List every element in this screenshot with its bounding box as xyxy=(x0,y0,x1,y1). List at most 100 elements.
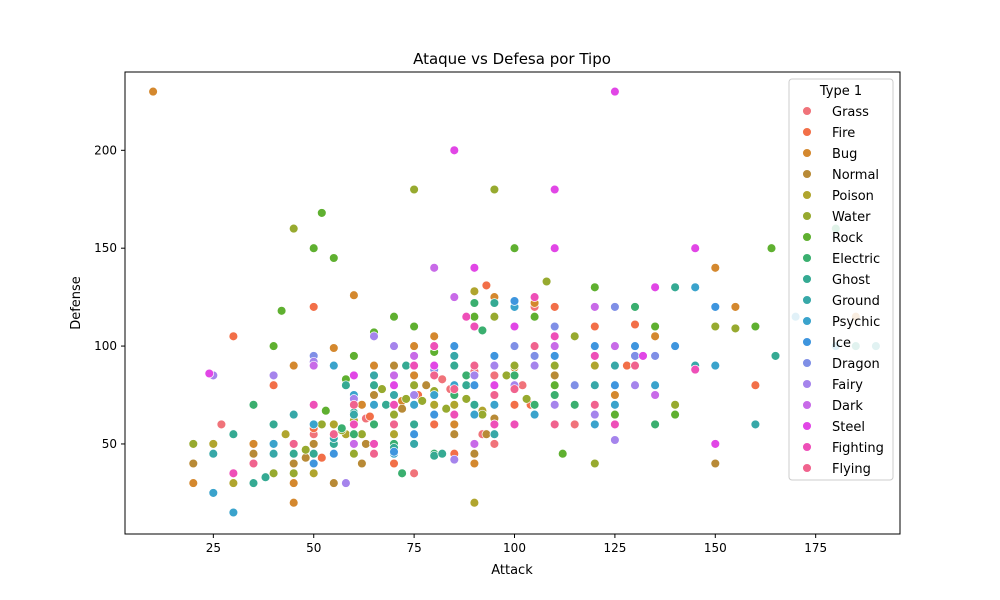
data-point-steel xyxy=(429,360,439,371)
data-point-rock xyxy=(529,311,540,322)
data-point-psychic xyxy=(469,409,480,420)
legend-label-fighting: Fighting xyxy=(832,441,884,456)
data-point-water xyxy=(349,448,359,459)
data-point-water xyxy=(461,394,472,404)
data-point-rock xyxy=(469,311,480,322)
data-point-rock xyxy=(321,405,331,416)
data-point-grass xyxy=(489,370,500,381)
data-point-ground xyxy=(489,429,500,439)
data-point-psychic xyxy=(429,390,439,400)
x-tick-label: 50 xyxy=(306,541,321,555)
legend-label-fire: Fire xyxy=(832,126,855,141)
data-point-water xyxy=(300,445,311,455)
data-point-water xyxy=(401,394,411,404)
legend-marker-dark xyxy=(802,400,812,410)
data-point-rock xyxy=(650,321,660,332)
legend-marker-bug xyxy=(802,148,812,158)
legend-marker-ghost xyxy=(802,274,812,284)
data-point-grass xyxy=(409,468,419,479)
data-point-normal xyxy=(361,439,371,449)
data-point-fighting xyxy=(449,409,460,420)
data-point-bug xyxy=(610,390,620,400)
data-point-fairy xyxy=(409,390,419,400)
data-point-fighting xyxy=(690,364,700,375)
data-point-ice xyxy=(489,351,500,361)
data-point-fighting xyxy=(369,439,379,449)
data-point-steel xyxy=(549,184,560,195)
data-point-psychic xyxy=(228,507,239,518)
data-point-normal xyxy=(389,360,399,371)
legend-label-rock: Rock xyxy=(832,231,864,246)
data-point-fire xyxy=(429,419,439,430)
data-point-ghost xyxy=(409,419,419,430)
data-point-flying xyxy=(549,419,560,430)
data-point-psychic xyxy=(308,419,319,430)
legend-label-ghost: Ghost xyxy=(832,273,870,288)
data-point-water xyxy=(670,400,680,410)
data-point-rock xyxy=(509,243,520,253)
data-point-ground xyxy=(389,390,399,400)
data-point-electric xyxy=(650,419,660,430)
legend-label-psychic: Psychic xyxy=(832,315,880,330)
data-point-ice xyxy=(429,409,439,420)
data-point-psychic xyxy=(268,439,279,449)
data-point-ghost xyxy=(469,400,480,410)
data-point-psychic xyxy=(208,488,219,498)
data-point-dark xyxy=(650,390,660,400)
legend-marker-steel xyxy=(802,421,812,431)
data-point-ghost xyxy=(228,429,239,439)
data-point-ghost xyxy=(369,380,379,390)
data-point-poison xyxy=(208,439,219,449)
data-point-flying xyxy=(489,390,500,400)
data-point-water xyxy=(441,403,451,414)
data-point-water xyxy=(288,223,299,234)
x-tick-label: 75 xyxy=(406,541,421,555)
data-point-psychic xyxy=(409,400,419,410)
data-point-flying xyxy=(389,419,399,430)
data-point-rock xyxy=(610,409,620,420)
data-point-steel xyxy=(489,380,500,390)
data-point-ghost xyxy=(770,351,781,361)
data-point-fighting xyxy=(429,341,439,351)
data-point-ground xyxy=(750,419,761,430)
data-point-normal xyxy=(469,448,480,459)
data-point-fighting xyxy=(489,419,500,430)
legend-items: Grass Fire Bug Normal Poison Water Rock Electri… xyxy=(802,105,884,477)
legend-marker-fire xyxy=(802,127,812,137)
x-tick-label: 25 xyxy=(206,541,221,555)
data-point-fighting xyxy=(389,400,399,410)
data-point-dark xyxy=(349,439,359,449)
legend-label-ice: Ice xyxy=(832,336,851,351)
data-point-poison xyxy=(308,468,319,479)
data-point-ghost xyxy=(341,380,351,390)
data-point-fighting xyxy=(549,331,560,342)
data-point-dark xyxy=(449,292,460,302)
data-point-water xyxy=(521,394,532,404)
data-point-psychic xyxy=(329,360,339,371)
data-point-water xyxy=(710,321,721,332)
data-point-fire xyxy=(549,302,560,312)
data-point-flying xyxy=(509,384,520,394)
data-point-ghost xyxy=(288,448,299,459)
data-point-dark xyxy=(429,263,439,273)
data-point-electric xyxy=(349,429,359,439)
data-point-ice xyxy=(549,351,560,361)
data-point-fire xyxy=(481,280,492,291)
data-point-grass xyxy=(437,374,447,385)
data-point-electric xyxy=(369,419,379,430)
data-point-ghost xyxy=(248,478,259,488)
data-point-electric xyxy=(509,370,520,381)
legend-frame xyxy=(788,78,894,481)
data-point-fire xyxy=(630,319,640,330)
data-point-steel xyxy=(690,243,700,253)
data-point-water xyxy=(489,311,500,322)
data-point-flying xyxy=(590,400,600,410)
data-point-fighting xyxy=(308,400,319,410)
data-point-poison xyxy=(280,429,291,439)
data-point-normal xyxy=(421,380,431,390)
data-point-fire xyxy=(389,458,399,469)
data-point-ground xyxy=(590,380,600,390)
data-point-electric xyxy=(477,325,488,336)
x-axis-label: Attack xyxy=(491,563,533,578)
